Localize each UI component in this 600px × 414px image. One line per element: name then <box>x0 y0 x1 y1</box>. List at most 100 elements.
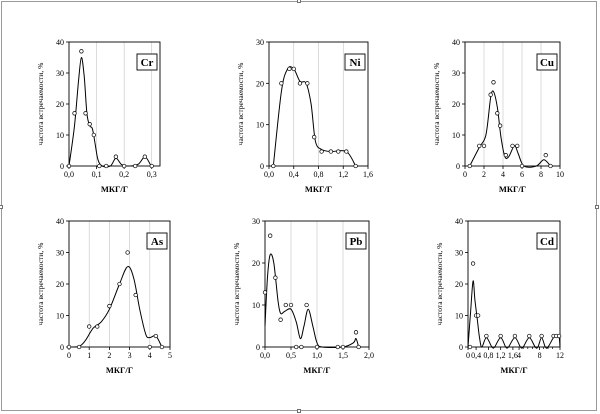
data-point <box>107 303 112 309</box>
resize-handle-left[interactable] <box>0 205 3 209</box>
data-point <box>279 81 284 86</box>
x-tick-label: 4 <box>501 170 505 179</box>
data-point <box>481 143 487 149</box>
data-point <box>91 132 96 138</box>
x-tick-label: 2 <box>107 351 111 360</box>
y-tick-label: 10 <box>455 312 463 321</box>
data-point <box>527 333 532 339</box>
element-label: Cr <box>141 57 154 69</box>
y-tick-label: 20 <box>56 280 64 289</box>
data-point <box>340 344 346 350</box>
data-point <box>287 66 292 72</box>
data-point <box>539 333 544 339</box>
data-point <box>95 324 100 329</box>
element-label: Ni <box>350 57 361 69</box>
data-point <box>294 344 299 350</box>
element-label: As <box>151 236 164 248</box>
data-point <box>467 344 473 350</box>
data-point <box>498 333 503 339</box>
data-point <box>477 143 482 149</box>
x-tick-label: 1,2 <box>496 351 506 360</box>
y-axis-label: частота встречаемости, % <box>232 243 241 326</box>
y-tick-label: 0 <box>60 162 64 171</box>
data-point <box>97 163 102 169</box>
x-tick-label: 0,2 <box>119 170 129 179</box>
data-point <box>83 111 88 116</box>
data-point <box>319 149 324 154</box>
x-tick-label: 0,3 <box>147 170 157 179</box>
data-point <box>356 344 361 350</box>
x-tick-label: 0,0 <box>264 170 274 179</box>
data-point <box>125 250 130 255</box>
data-point <box>271 163 276 169</box>
x-tick-label: 0,4 <box>471 351 481 360</box>
x-tick-label: 4 <box>148 351 152 360</box>
data-point <box>510 143 515 149</box>
x-tick-label: 0,8 <box>314 170 324 179</box>
data-point <box>336 149 341 154</box>
y-axis-label: частота встречаемости, % <box>435 243 444 326</box>
resize-handle-bottom[interactable] <box>297 409 301 413</box>
data-point <box>133 292 138 298</box>
resize-handle-top[interactable] <box>297 0 301 3</box>
data-point <box>291 66 296 72</box>
data-point <box>304 302 309 308</box>
element-badge <box>136 53 158 71</box>
y-axis-label: частота встречаемости, % <box>36 63 45 146</box>
data-point <box>353 330 359 335</box>
data-point <box>498 123 503 128</box>
data-point <box>353 163 358 169</box>
x-tick-label: 0,1 <box>92 170 102 179</box>
data-point <box>475 313 481 318</box>
element-badge <box>345 232 367 250</box>
y-axis-label: частота встречаемости, % <box>236 63 245 146</box>
data-point <box>503 152 509 158</box>
element-badge <box>536 53 558 71</box>
element-badge <box>146 232 168 250</box>
data-point <box>305 81 310 86</box>
resize-handle-right[interactable] <box>595 205 599 209</box>
data-point <box>470 261 476 266</box>
data-point <box>328 149 334 154</box>
y-tick-label: 10 <box>56 131 64 140</box>
data-point <box>283 302 288 308</box>
y-tick-label: 0 <box>60 343 64 352</box>
y-tick-label: 10 <box>252 301 260 310</box>
data-point <box>122 163 127 169</box>
data-point <box>312 134 317 140</box>
x-tick-label: 0,8 <box>483 351 493 360</box>
x-tick-label: 0 <box>466 351 470 360</box>
data-point <box>133 163 138 169</box>
x-axis-label: МКГ/Г <box>101 184 128 194</box>
x-axis-label: МКГ/Г <box>303 365 330 375</box>
y-tick-label: 30 <box>252 217 260 226</box>
y-tick-label: 30 <box>455 249 463 258</box>
data-point <box>79 49 84 54</box>
x-tick-label: 0,0 <box>64 170 74 179</box>
y-tick-label: 20 <box>452 100 460 109</box>
y-axis-label: частота встречаемости, % <box>432 63 441 146</box>
x-axis-label: МКГ/Г <box>500 365 527 375</box>
x-tick-label: 0 <box>67 351 71 360</box>
x-tick-label: 3 <box>128 351 132 360</box>
series-curve <box>467 280 561 349</box>
data-point <box>87 324 92 329</box>
data-point <box>519 163 525 169</box>
y-tick-label: 20 <box>252 259 260 268</box>
element-label: Cu <box>540 57 554 69</box>
chart-panel-pb: 0,0 0,5 1,0 1,5 2,0 0 10 20 30 МКГ/Г частота встре… <box>232 217 374 375</box>
x-tick-label: 0 <box>463 170 467 179</box>
y-tick-label: 0 <box>260 162 264 171</box>
x-tick-label: 1,0 <box>312 351 322 360</box>
data-point <box>314 344 320 350</box>
element-label: Pb <box>350 236 363 248</box>
y-tick-label: 30 <box>452 69 460 78</box>
chart-panel-cu: 0 2 4 6 8 10 0 10 20 30 40 МКГ/Г частота встречаемос… <box>432 38 564 194</box>
data-point <box>467 163 472 169</box>
x-tick-label: 8 <box>538 351 542 360</box>
x-tick-label: 0,0 <box>260 351 270 360</box>
y-tick-label: 40 <box>56 217 64 226</box>
data-point <box>515 143 520 149</box>
